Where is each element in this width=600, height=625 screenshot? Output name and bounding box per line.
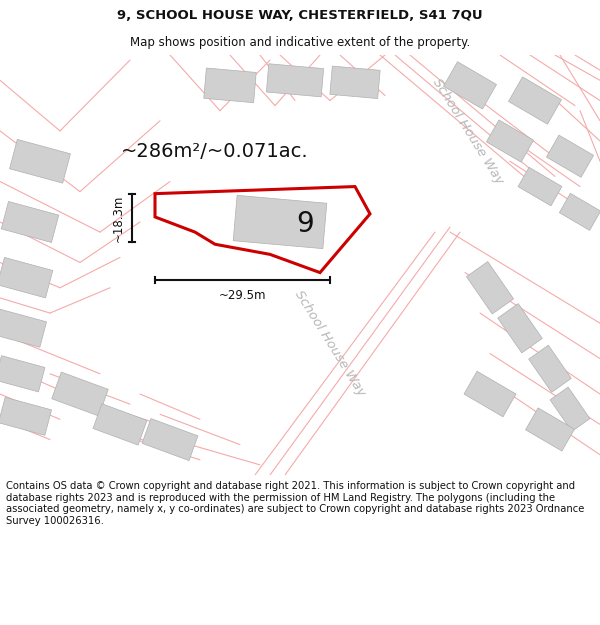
Polygon shape xyxy=(529,345,571,392)
Text: School House Way: School House Way xyxy=(430,76,506,186)
Polygon shape xyxy=(0,356,45,392)
Text: ~286m²/~0.071ac.: ~286m²/~0.071ac. xyxy=(121,142,309,161)
Polygon shape xyxy=(93,404,147,445)
Polygon shape xyxy=(0,398,52,435)
Polygon shape xyxy=(142,419,198,461)
Polygon shape xyxy=(266,64,323,97)
Polygon shape xyxy=(443,62,496,109)
Text: Contains OS data © Crown copyright and database right 2021. This information is : Contains OS data © Crown copyright and d… xyxy=(6,481,584,526)
Polygon shape xyxy=(498,304,542,353)
Text: ~29.5m: ~29.5m xyxy=(219,289,266,302)
Polygon shape xyxy=(155,187,370,272)
Polygon shape xyxy=(1,201,59,242)
Text: School House Way: School House Way xyxy=(292,288,368,399)
Polygon shape xyxy=(52,372,108,416)
Polygon shape xyxy=(0,258,53,298)
Text: ~18.3m: ~18.3m xyxy=(112,194,125,242)
Polygon shape xyxy=(204,68,256,102)
Polygon shape xyxy=(509,77,562,124)
Polygon shape xyxy=(559,193,600,231)
Polygon shape xyxy=(330,66,380,99)
Polygon shape xyxy=(526,408,574,451)
Polygon shape xyxy=(487,120,533,162)
Polygon shape xyxy=(518,168,562,206)
Polygon shape xyxy=(464,371,516,417)
Polygon shape xyxy=(10,139,70,183)
Polygon shape xyxy=(0,309,47,348)
Polygon shape xyxy=(550,387,590,431)
Text: 9: 9 xyxy=(296,210,314,238)
Polygon shape xyxy=(547,135,593,178)
Text: 9, SCHOOL HOUSE WAY, CHESTERFIELD, S41 7QU: 9, SCHOOL HOUSE WAY, CHESTERFIELD, S41 7… xyxy=(117,9,483,22)
Text: Map shows position and indicative extent of the property.: Map shows position and indicative extent… xyxy=(130,36,470,49)
Polygon shape xyxy=(466,262,514,314)
Polygon shape xyxy=(233,196,327,249)
